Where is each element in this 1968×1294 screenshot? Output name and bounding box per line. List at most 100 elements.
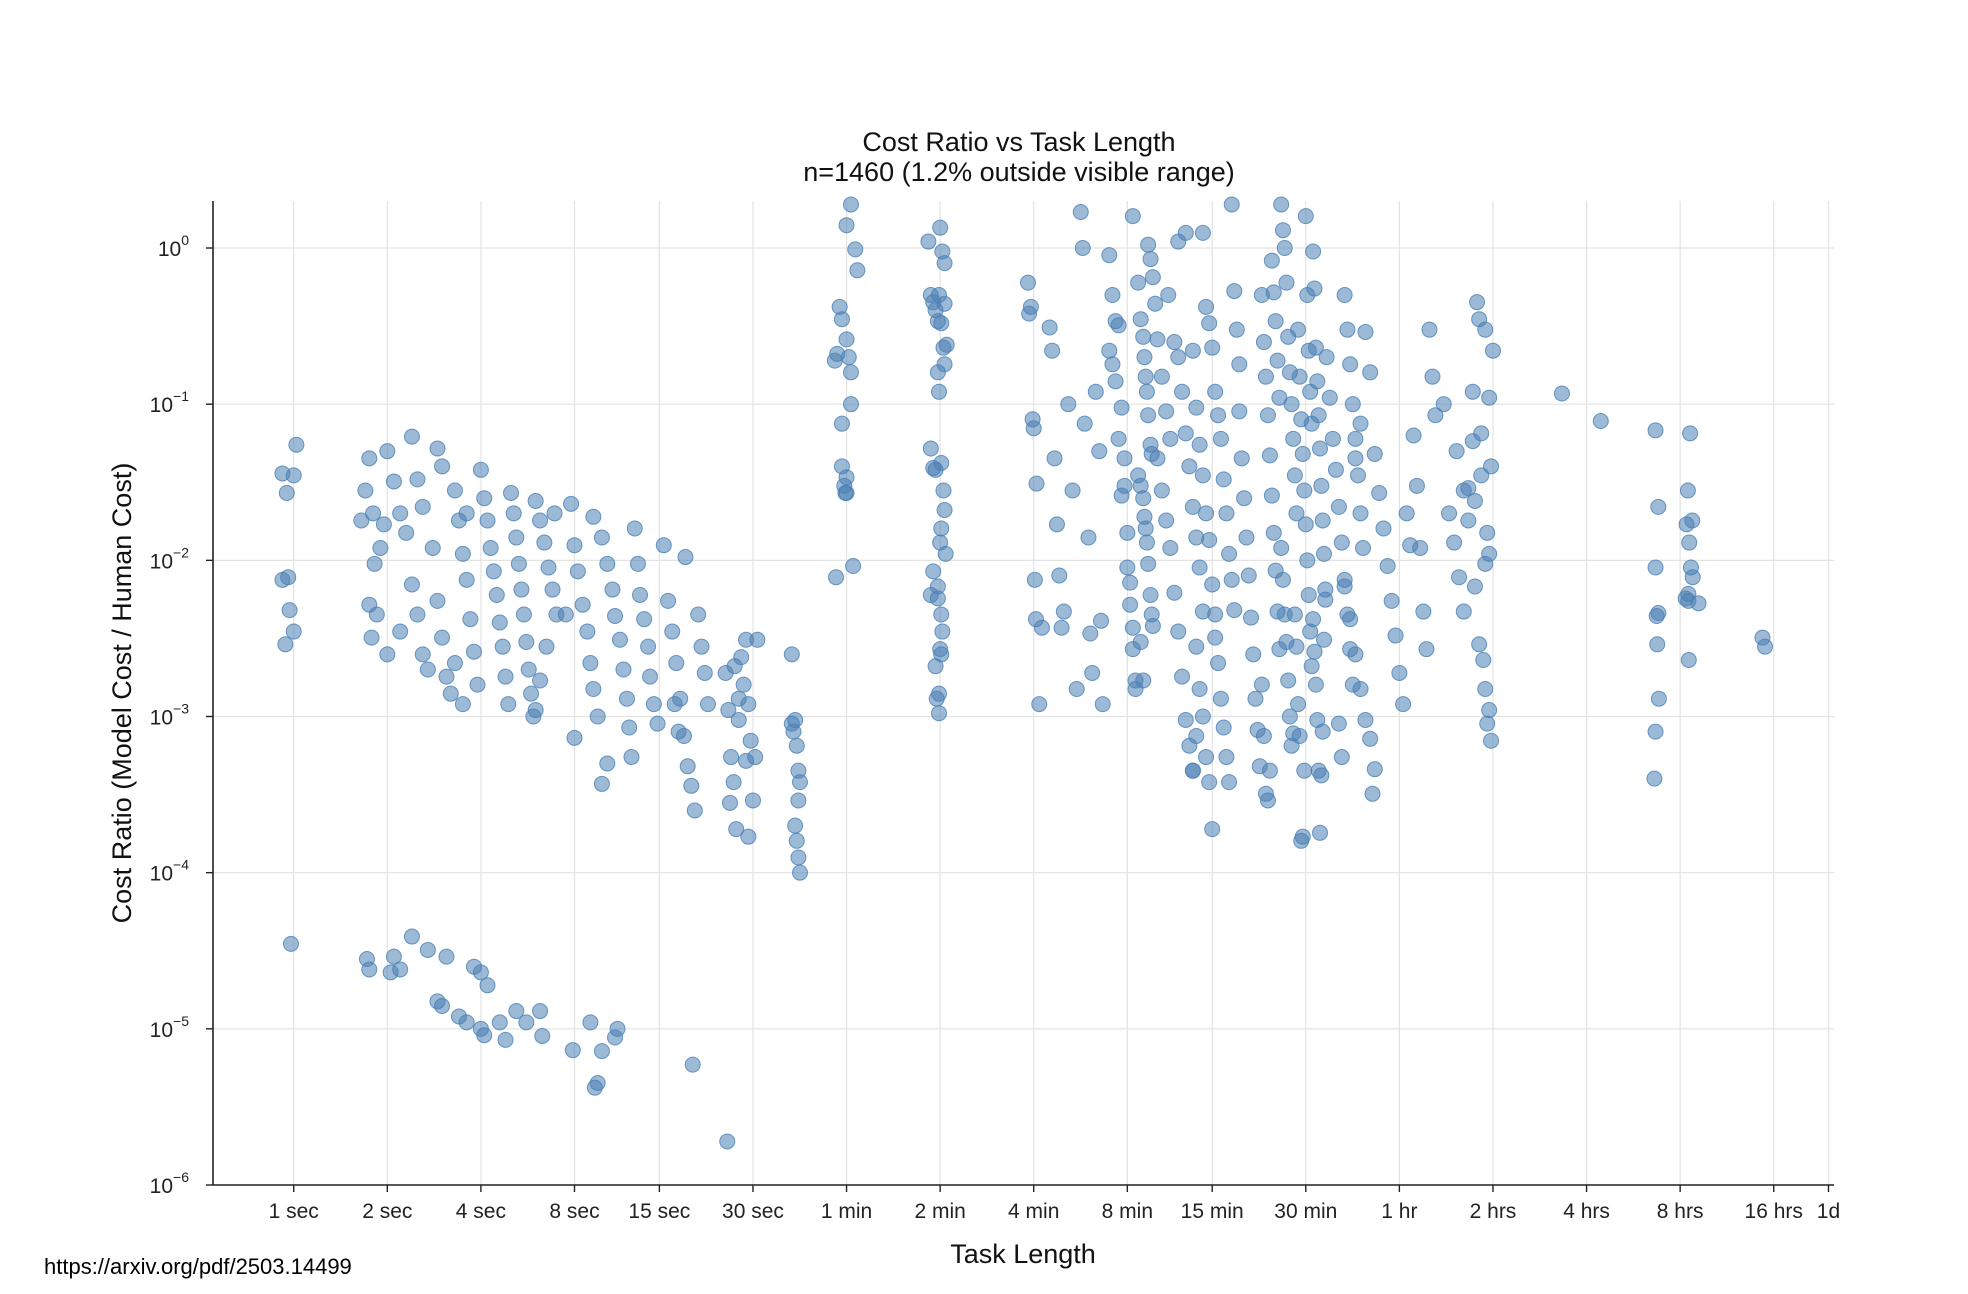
data-point xyxy=(1243,609,1260,626)
data-point xyxy=(1212,690,1229,707)
data-point xyxy=(403,428,420,445)
data-points xyxy=(274,196,1774,1150)
data-point xyxy=(783,646,800,663)
y-tick-exponent: −2 xyxy=(173,544,189,560)
data-point xyxy=(589,1074,606,1091)
data-point xyxy=(1352,681,1369,698)
data-point xyxy=(1678,516,1695,533)
data-point xyxy=(1350,467,1367,484)
x-tick-label: 15 sec xyxy=(628,1200,690,1223)
y-tick-exponent: −1 xyxy=(173,388,189,404)
data-point xyxy=(791,864,808,881)
chart-subtitle: n=1460 (1.2% outside visible range) xyxy=(803,157,1235,187)
data-point xyxy=(1194,224,1211,241)
data-point xyxy=(1276,240,1293,257)
data-point xyxy=(1366,761,1383,778)
data-point xyxy=(1162,430,1179,447)
data-point xyxy=(933,606,950,623)
data-point xyxy=(419,941,436,958)
data-point xyxy=(1041,319,1058,336)
data-point xyxy=(1355,539,1372,556)
data-point xyxy=(508,1003,525,1020)
x-tick-label: 8 sec xyxy=(549,1200,599,1223)
source-note: https://arxiv.org/pdf/2503.14499 xyxy=(44,1254,352,1279)
data-point xyxy=(1464,433,1481,450)
x-tick-label: 2 min xyxy=(914,1200,965,1223)
data-point xyxy=(929,313,946,330)
data-point xyxy=(747,749,764,766)
data-point xyxy=(1681,534,1698,551)
data-point xyxy=(1226,283,1243,300)
data-point xyxy=(1421,321,1438,338)
data-point xyxy=(1288,505,1305,522)
data-point xyxy=(472,461,489,478)
data-point xyxy=(735,676,752,693)
data-point xyxy=(1080,529,1097,546)
data-point xyxy=(1265,284,1282,301)
data-point xyxy=(607,608,624,625)
data-point xyxy=(604,581,621,598)
data-point xyxy=(1122,574,1139,591)
data-point xyxy=(1074,240,1091,257)
data-point xyxy=(693,638,710,655)
data-point xyxy=(721,794,738,811)
data-point xyxy=(1245,646,1262,663)
data-point xyxy=(500,696,517,713)
data-point xyxy=(937,545,954,562)
data-point xyxy=(1255,334,1272,351)
data-point xyxy=(1191,559,1208,576)
data-point xyxy=(497,668,514,685)
data-point xyxy=(1286,467,1303,484)
x-tick-label: 2 hrs xyxy=(1470,1200,1517,1223)
data-point xyxy=(278,484,295,501)
data-point xyxy=(365,505,382,522)
data-point xyxy=(1201,531,1218,548)
data-point xyxy=(1291,728,1308,745)
data-point xyxy=(1366,445,1383,462)
data-point xyxy=(1221,545,1238,562)
data-point xyxy=(640,638,657,655)
data-point xyxy=(1210,655,1227,672)
y-tick-label: 10−6 xyxy=(150,1169,190,1198)
data-point xyxy=(532,1003,549,1020)
data-point xyxy=(1375,520,1392,537)
data-point xyxy=(1124,619,1141,636)
data-point xyxy=(726,658,743,675)
data-point xyxy=(1110,430,1127,447)
data-point xyxy=(494,638,511,655)
data-point xyxy=(1255,728,1272,745)
data-point xyxy=(1475,652,1492,669)
data-point xyxy=(1170,623,1187,640)
data-point xyxy=(719,1133,736,1150)
data-point xyxy=(1028,475,1045,492)
data-point xyxy=(1307,676,1324,693)
data-point xyxy=(636,611,653,628)
data-point xyxy=(1198,505,1215,522)
data-point xyxy=(582,655,599,672)
y-tick-base: 10 xyxy=(150,394,173,417)
data-point xyxy=(933,455,950,472)
data-point xyxy=(1283,396,1300,413)
data-point xyxy=(476,1027,493,1044)
data-point xyxy=(833,311,850,328)
data-point xyxy=(1290,321,1307,338)
data-point xyxy=(536,534,553,551)
data-point xyxy=(670,723,687,740)
data-point xyxy=(593,775,610,792)
data-point xyxy=(1204,339,1221,356)
data-point xyxy=(1184,762,1201,779)
data-point xyxy=(488,586,505,603)
data-point xyxy=(1238,529,1255,546)
data-point xyxy=(1471,636,1488,653)
data-point xyxy=(1362,364,1379,381)
data-point xyxy=(379,443,396,460)
data-point xyxy=(491,1014,508,1031)
data-point xyxy=(837,484,854,501)
data-point xyxy=(1362,730,1379,747)
data-point xyxy=(1236,490,1253,507)
data-point xyxy=(1263,487,1280,504)
data-point xyxy=(1435,396,1452,413)
data-point xyxy=(1048,516,1065,533)
data-point xyxy=(1201,774,1218,791)
